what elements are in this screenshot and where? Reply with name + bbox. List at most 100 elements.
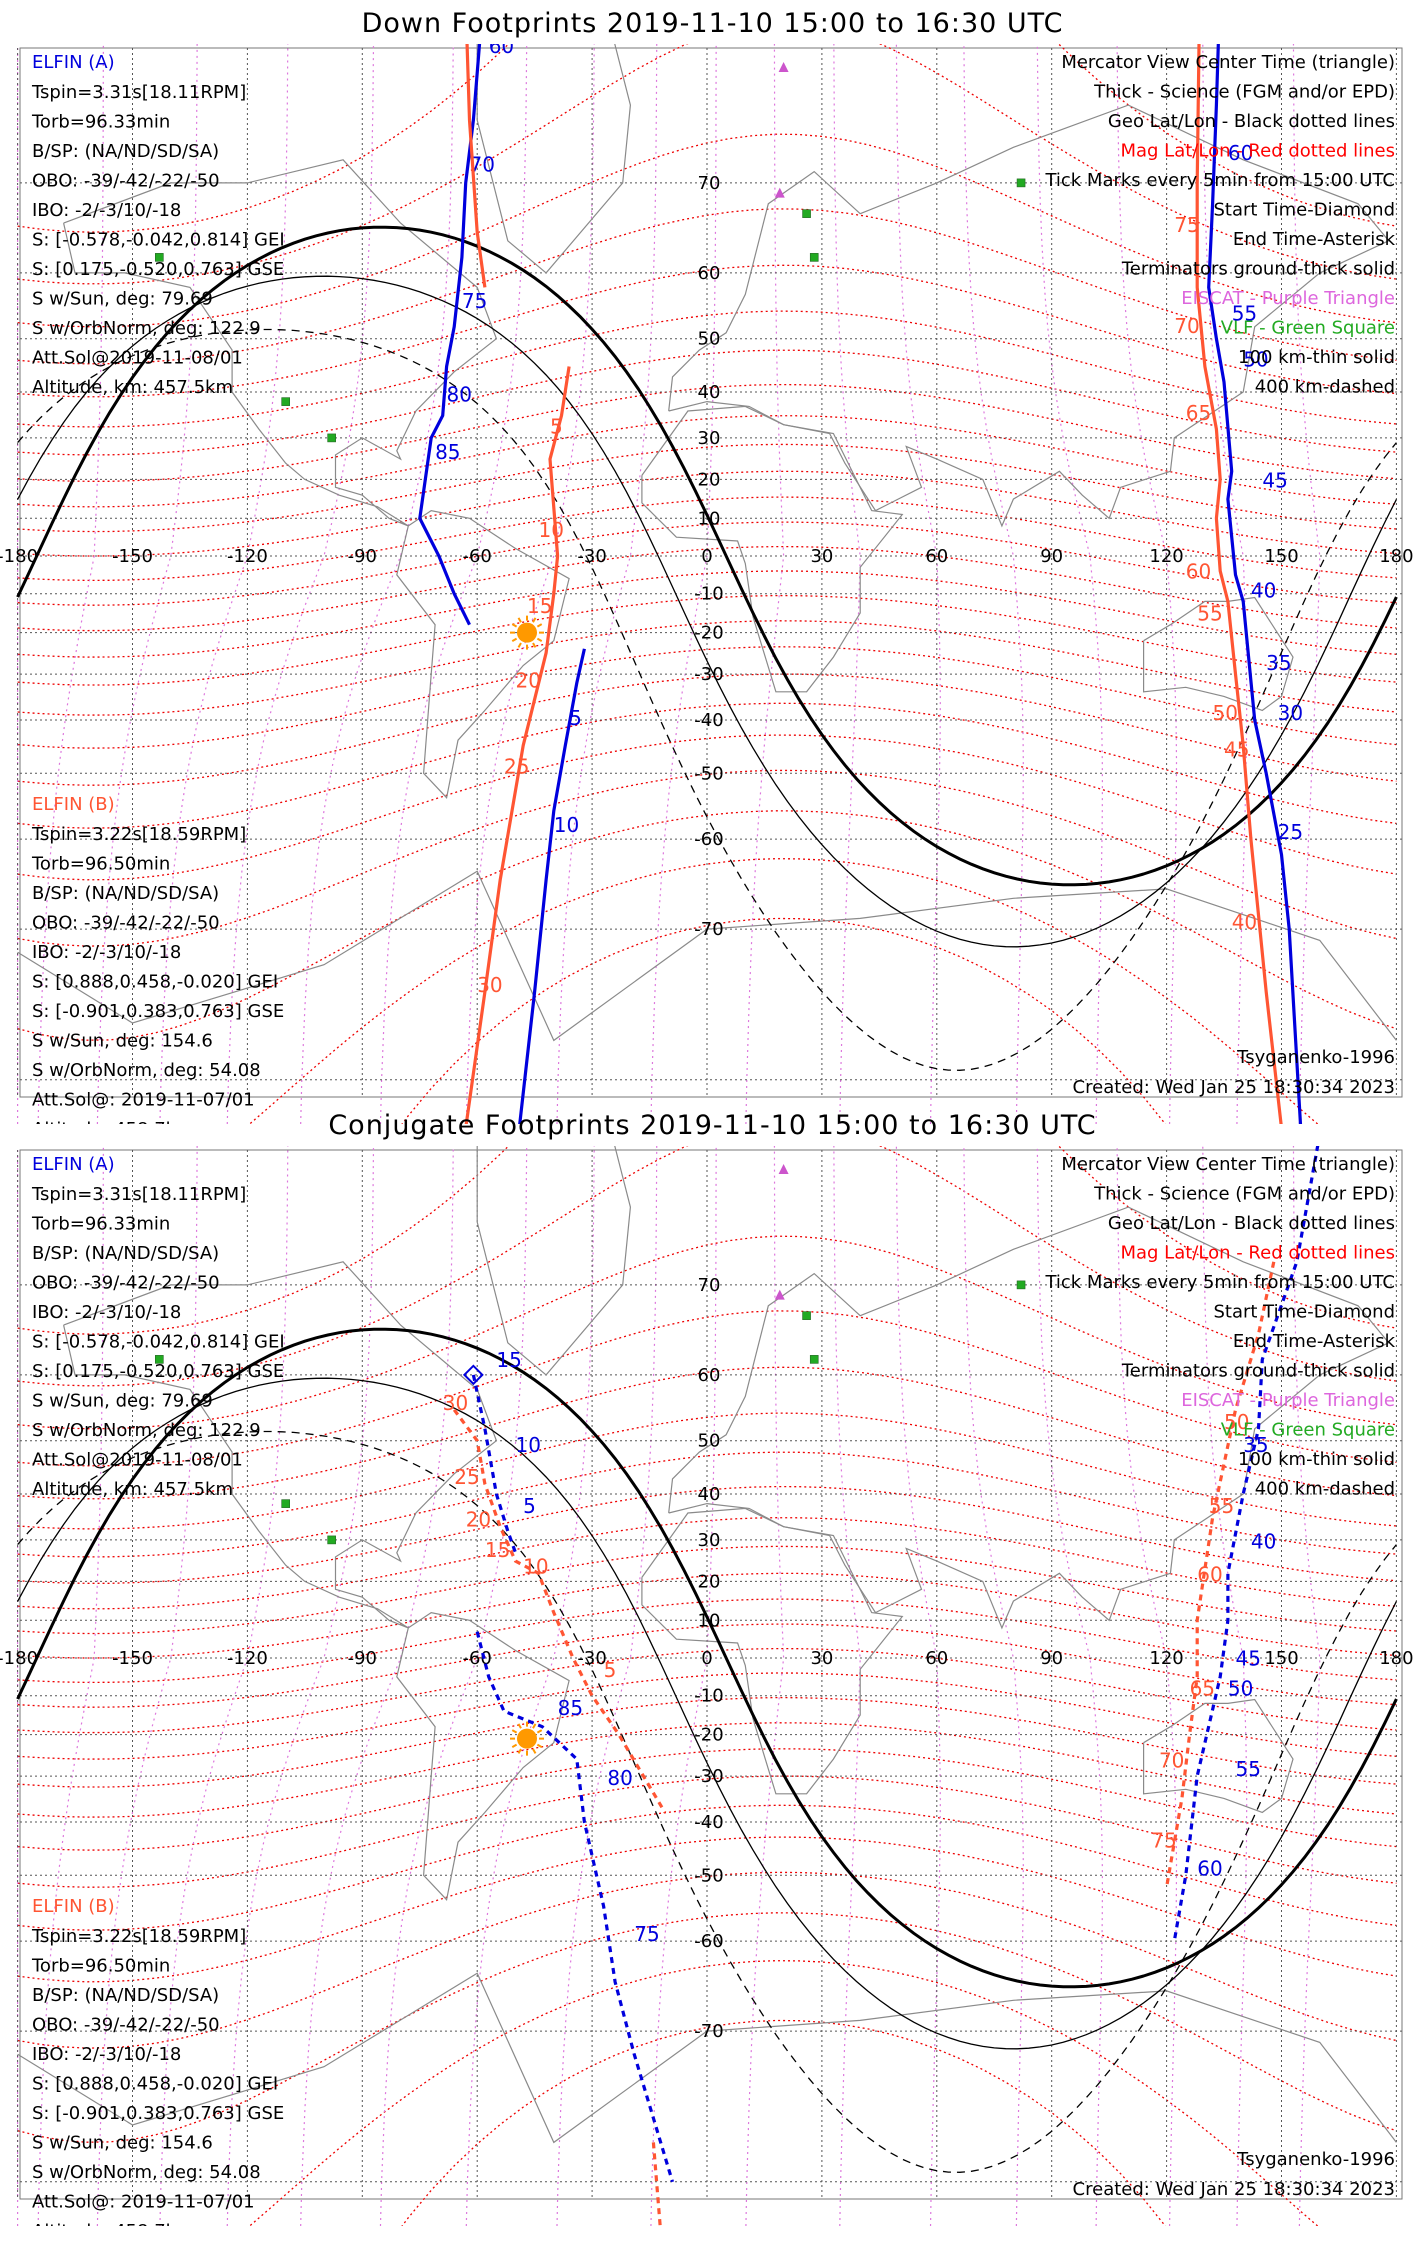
elfin-a-line: OBO: -39/-42/-22/-50: [32, 171, 220, 192]
lon-tick-label: -180: [0, 546, 38, 567]
legend-item: Mercator View Center Time (triangle): [1061, 52, 1395, 73]
sun-disc: [516, 1728, 537, 1749]
coastline: [641, 1507, 904, 1795]
coastline: [668, 1206, 1390, 1630]
map-panel-conjugate: -180 -150 -120 -90 -60 -30 0 30 60 90 120 150 180 70 6…: [0, 1146, 1414, 2226]
elfin-a-line: S w/OrbNorm, deg: 122.9: [32, 1420, 261, 1441]
elfin-a-info: ELFIN (A) Tspin=3.31s[18.11RPM] Torb=96.33…: [31, 1154, 285, 1500]
elfin-a-line: Torb=96.33min: [31, 112, 170, 133]
terminator-ground: [16, 1327, 1398, 1989]
elfin-a-line: S: [-0.578,-0.042,0.814] GEI: [32, 230, 285, 251]
elfin-a-line: B/SP: (NA/ND/SD/SA): [32, 141, 219, 162]
coastline: [1142, 1698, 1294, 1814]
lat-tick-label: -20: [694, 1725, 723, 1746]
vlf-square-icon: [327, 433, 336, 443]
mag-lat-line: [17, 310, 1397, 428]
legend-item: 400 km-dashed: [1255, 1479, 1395, 1500]
tick-label-b_north: 20: [466, 1508, 491, 1532]
mag-lon-line: [650, 44, 717, 1124]
elfin-a-line: Altitude, km: 457.5km: [32, 1479, 233, 1500]
elfin-a-header: ELFIN (A): [32, 52, 115, 73]
mag-lon-line: [963, 44, 1024, 1124]
eiscat-triangle-icon: [778, 1164, 789, 1174]
elfin-a-line: Tspin=3.31s[18.11RPM]: [31, 82, 246, 103]
legend-item: Tick Marks every 5min from 15:00 UTC: [1044, 1272, 1395, 1293]
sun-ray: [536, 1743, 543, 1748]
lat-tick-label: -10: [694, 1686, 723, 1707]
legend-item: 100 km-thin solid: [1238, 1449, 1395, 1470]
model-label: Tsyganenko-1996: [1236, 1047, 1395, 1068]
created-timestamp: Created: Wed Jan 25 18:30:34 2023: [1073, 2179, 1395, 2200]
sun-ray: [511, 1729, 518, 1734]
lat-tick-label: -20: [694, 623, 723, 644]
tick-label-a_east: 30: [1278, 701, 1303, 725]
elfin-b-line: S: [0.888,0.458,-0.020] GEI: [32, 2074, 278, 2095]
tick-label-a_east: 60: [1228, 141, 1253, 165]
mag-lon-line: [1292, 1146, 1321, 2226]
map-content: -180 -150 -120 -90 -60 -30 0 30 60 90 120 150 180 70 6…: [0, 1146, 1414, 2226]
coastline: [668, 104, 1390, 528]
elfin-b-header: ELFIN (B): [32, 1896, 115, 1917]
coastline: [396, 1611, 570, 1901]
elfin-b-line: Altitude: 458.7km: [32, 1119, 194, 1124]
vlf-square-icon: [1016, 178, 1026, 188]
coastline: [1142, 596, 1294, 712]
vlf-square-icon: [809, 253, 819, 262]
vlf-square-icon: [1016, 1280, 1026, 1290]
tick-label-b_east: 70: [1174, 314, 1199, 338]
mag-lon-line: [963, 1146, 1024, 2226]
start-diamond-icon: [462, 1364, 484, 1386]
lon-tick-label: 180: [1379, 1648, 1413, 1669]
tick-label-b_east: 60: [1197, 1562, 1222, 1586]
lon-tick-label: -120: [227, 546, 268, 567]
tick-label-b_east: 75: [1174, 213, 1199, 237]
lon-tick-label: 90: [1040, 546, 1063, 567]
lat-tick-label: 30: [698, 428, 721, 449]
axis-labels: -180 -150 -120 -90 -60 -30 0 30 60 90 120 150 180 70 6…: [0, 173, 1414, 940]
mag-lat-line: [17, 810, 1397, 1041]
elfin-b-line: B/SP: (NA/ND/SD/SA): [32, 883, 219, 904]
footprint-tracks: 6070758085855101520253051060555045403530…: [418, 44, 1303, 1124]
lat-tick-label: 70: [698, 1275, 721, 1296]
station-markers: [155, 62, 1026, 443]
coastlines: [17, 44, 1397, 1042]
mag-lat-line: [17, 443, 1397, 533]
mag-lon-line: [1292, 44, 1321, 1124]
track-a_east: [1172, 1146, 1320, 1942]
tick-label-b_north: 10: [523, 1554, 548, 1578]
coastline: [476, 44, 632, 274]
tick-label-a_east: 35: [1266, 651, 1291, 675]
lat-tick-label: 60: [698, 1365, 721, 1386]
track-b_north: [452, 1408, 667, 1814]
elfin-b-line: S w/Sun, deg: 154.6: [32, 2133, 213, 2154]
terminators: [16, 1327, 1398, 2173]
elfin-a-line: S w/Sun, deg: 79.69: [32, 1391, 213, 1412]
legend-item: Thick - Science (FGM and/or EPD): [1093, 82, 1395, 103]
tick-label-a_east: 45: [1262, 468, 1287, 492]
elfin-a-line: S: [-0.578,-0.042,0.814] GEI: [32, 1332, 285, 1353]
vlf-square-icon: [327, 1535, 336, 1545]
legend-item: Mag Lat/Lon - Red dotted lines: [1120, 141, 1395, 162]
lat-tick-label: -40: [694, 710, 723, 731]
mag-lon-line: [556, 1146, 658, 2226]
tick-label-b_east: 40: [1232, 910, 1257, 934]
geo-grid: [17, 48, 1402, 1097]
lon-tick-label: 180: [1379, 546, 1413, 567]
mag-lon-line: [1202, 44, 1248, 1124]
lat-tick-label: -10: [694, 584, 723, 605]
mag-lon-line: [1116, 44, 1178, 1124]
tick-label-b_east: 70: [1159, 1749, 1184, 1773]
mag-lon-line: [895, 44, 941, 1124]
tick-label-a_west: 85: [435, 440, 460, 464]
lat-tick-label: -70: [694, 919, 723, 940]
elfin-b-line: Torb=96.50min: [31, 1956, 170, 1977]
elfin-b-line: OBO: -39/-42/-22/-50: [32, 913, 220, 934]
coastline: [63, 159, 498, 527]
tick-label-b_north: 15: [485, 1538, 510, 1562]
map-content: -180 -150 -120 -90 -60 -30 0 30 60 90 120 150 180 70 6…: [0, 44, 1414, 1124]
elfin-b-line: IBO: -2/-3/10/-18: [32, 942, 181, 963]
mag-lon-line: [159, 1146, 289, 2226]
mag-lon-line: [96, 44, 198, 1124]
elfin-b-line: Att.Sol@: 2019-11-07/01: [32, 2192, 255, 2213]
mag-lat-line: [17, 1836, 1397, 1983]
